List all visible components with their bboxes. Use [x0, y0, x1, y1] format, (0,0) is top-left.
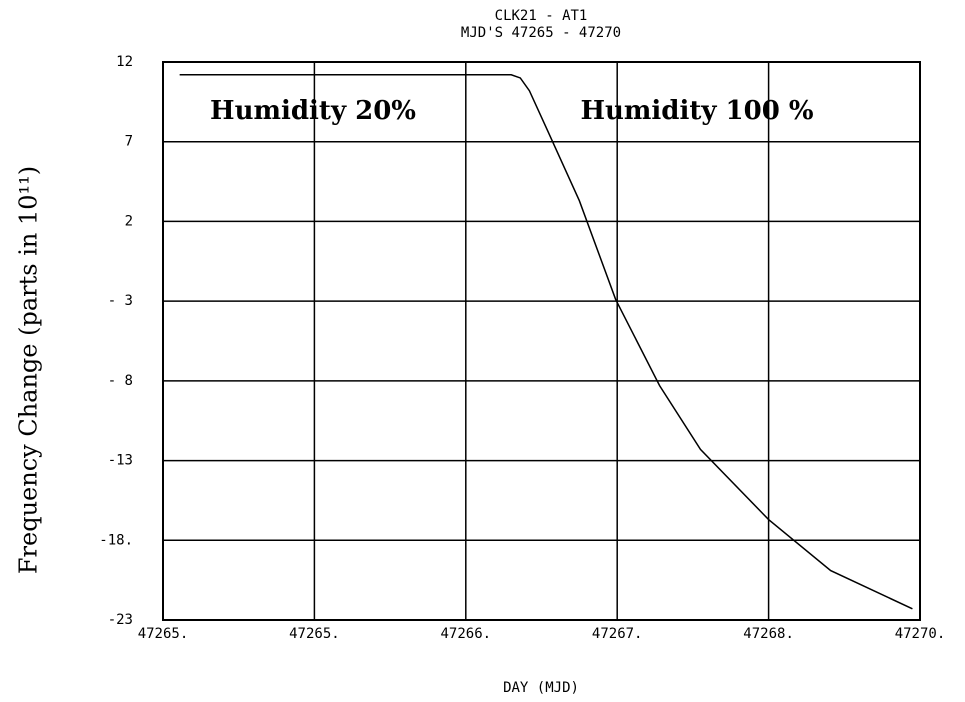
- data-line: [179, 74, 913, 610]
- y-tick-label: 12: [116, 54, 133, 70]
- x-tick-label: 47267.: [592, 626, 643, 642]
- y-tick-label: - 8: [108, 373, 133, 389]
- y-axis-label: Frequency Change (parts in 10¹¹): [15, 166, 43, 574]
- y-tick-label: -18.: [99, 532, 133, 548]
- y-tick-label: -23: [108, 612, 133, 628]
- x-tick-label: 47270.: [895, 626, 946, 642]
- y-tick-label: -13: [108, 453, 133, 469]
- chart-title: CLK21 - AT1: [495, 8, 588, 24]
- annotation: Humidity 20%: [210, 96, 416, 126]
- plot-frame: [162, 61, 921, 621]
- y-tick-label: 2: [125, 213, 133, 229]
- x-tick-label: 47266.: [441, 626, 492, 642]
- x-tick-label: 47268.: [743, 626, 794, 642]
- x-tick-label: 47265.: [138, 626, 189, 642]
- x-axis-label: DAY (MJD): [503, 680, 579, 696]
- chart-subtitle: MJD'S 47265 - 47270: [461, 25, 621, 41]
- annotation: Humidity 100 %: [580, 96, 813, 126]
- y-tick-label: 7: [125, 134, 133, 150]
- y-tick-label: - 3: [108, 293, 133, 309]
- x-tick-label: 47265.: [289, 626, 340, 642]
